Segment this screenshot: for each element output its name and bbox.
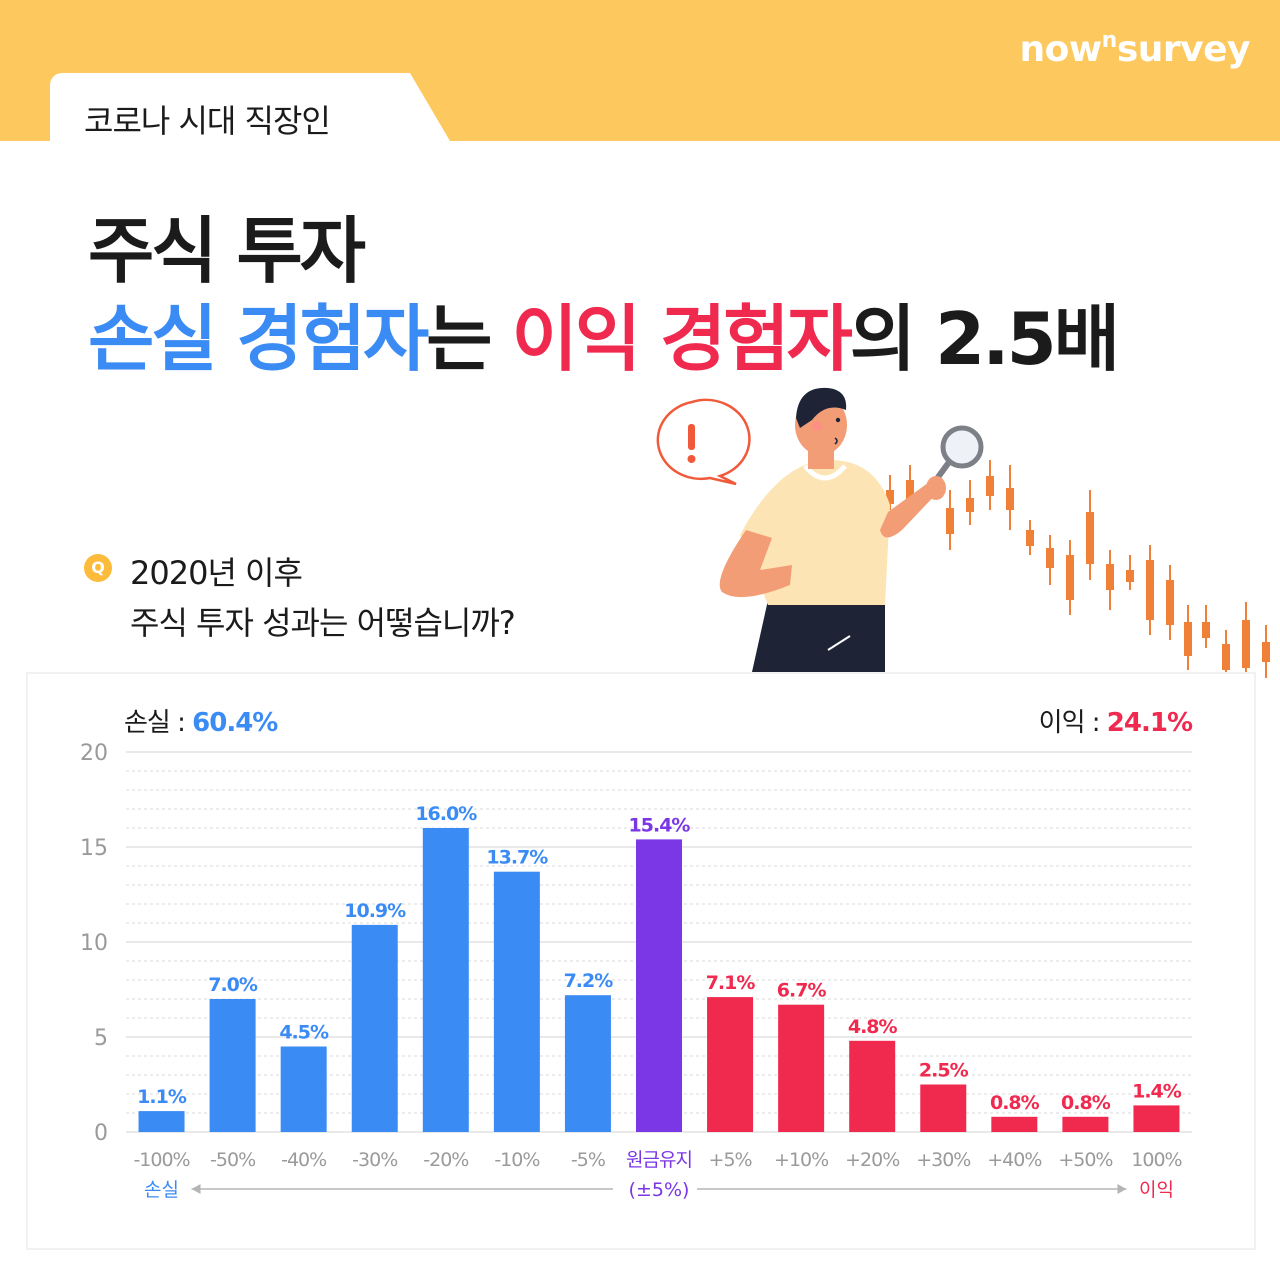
bar [280, 1046, 327, 1132]
data-label: 4.5% [279, 1022, 329, 1044]
bar [493, 871, 540, 1132]
x-tick-label: 원금유지 [626, 1149, 692, 1171]
data-label: 0.8% [990, 1092, 1040, 1114]
x-tick-label: +5% [709, 1149, 752, 1171]
candlestick-chart-illustration [886, 460, 1270, 678]
data-label: 4.8% [848, 1016, 898, 1038]
x-tick-label: -5% [571, 1149, 605, 1171]
bar [849, 1040, 896, 1132]
title-loss-highlight: 손실 경험자 [88, 297, 429, 381]
x-tick-label: +10% [774, 1149, 828, 1171]
title-connector: 는 [426, 297, 512, 381]
bar [422, 828, 469, 1132]
data-label: 10.9% [344, 900, 406, 922]
bar [1062, 1116, 1109, 1132]
person-illustration [719, 387, 984, 672]
loss-axis-label: 손실 [144, 1179, 179, 1201]
x-tick-label: +20% [845, 1149, 899, 1171]
right-arrow-icon [1117, 1184, 1127, 1194]
neutral-sublabel: (±5%) [629, 1179, 690, 1201]
left-arrow-icon [191, 1184, 201, 1194]
y-tick-label: 20 [80, 741, 108, 766]
x-tick-label: -20% [423, 1149, 468, 1171]
bar [778, 1004, 825, 1132]
y-tick-label: 5 [94, 1026, 108, 1051]
category-tab [50, 73, 450, 141]
category-tag: 코로나 시대 직장인 [84, 102, 331, 140]
bar [991, 1116, 1038, 1132]
data-label: 1.1% [137, 1086, 187, 1108]
x-tick-label: -50% [210, 1149, 255, 1171]
data-label: 13.7% [486, 847, 548, 869]
data-label: 1.4% [1132, 1080, 1182, 1102]
bar [920, 1084, 967, 1132]
page-title-line2: 손실 경험자는 이익 경험자의 2.5배 [88, 280, 1120, 385]
y-tick-label: 10 [80, 931, 108, 956]
data-label: 6.7% [777, 980, 827, 1002]
loss-summary-label: 손실 : [124, 708, 193, 738]
x-tick-label: -100% [133, 1149, 189, 1171]
gain-summary-value: 24.1% [1106, 708, 1193, 738]
x-tick-label: +40% [987, 1149, 1041, 1171]
investor-illustration [656, 387, 1270, 678]
x-tick-label: -30% [352, 1149, 397, 1171]
data-label: 2.5% [919, 1060, 969, 1082]
title-gain-highlight: 이익 경험자 [511, 297, 853, 381]
y-tick-label: 15 [80, 836, 108, 861]
bar [1133, 1105, 1180, 1132]
data-label: 15.4% [629, 814, 691, 836]
question-line2: 주식 투자 성과는 어떻습니까? [130, 604, 516, 642]
data-label: 16.0% [415, 803, 477, 825]
bar [209, 999, 256, 1132]
y-tick-label: 0 [94, 1121, 108, 1146]
bar [351, 924, 398, 1132]
gain-summary: 이익 : 24.1% [1038, 702, 1193, 739]
magnifier-icon [933, 425, 984, 483]
data-label: 7.0% [208, 974, 258, 996]
gain-axis-label: 이익 [1139, 1179, 1174, 1201]
bar [707, 997, 754, 1132]
data-label: 7.2% [564, 970, 614, 992]
x-tick-label: -10% [494, 1149, 539, 1171]
brand-logo: nownsurvey [1019, 28, 1251, 70]
exclamation-icon [656, 398, 751, 486]
data-label: 7.1% [706, 972, 756, 994]
bar [564, 995, 611, 1132]
brand-main: now [1019, 29, 1103, 70]
loss-summary-value: 60.4% [192, 708, 278, 738]
x-tick-label: 100% [1131, 1149, 1181, 1171]
gain-summary-label: 이익 : [1038, 708, 1107, 738]
page-title-line1: 주식 투자 [88, 209, 366, 293]
bar [138, 1111, 185, 1132]
question-icon: Q [84, 554, 112, 582]
brand-sup: n [1101, 28, 1118, 53]
question-line1: 2020년 이후 [130, 554, 303, 592]
x-tick-label: +30% [916, 1149, 970, 1171]
loss-summary: 손실 : 60.4% [124, 702, 278, 739]
x-tick-label: +50% [1058, 1149, 1112, 1171]
data-label: 0.8% [1061, 1092, 1111, 1114]
bar [636, 839, 682, 1132]
brand-tail: survey [1116, 29, 1251, 70]
title-ratio: 의 2.5배 [849, 297, 1120, 381]
x-tick-label: -40% [281, 1149, 326, 1171]
